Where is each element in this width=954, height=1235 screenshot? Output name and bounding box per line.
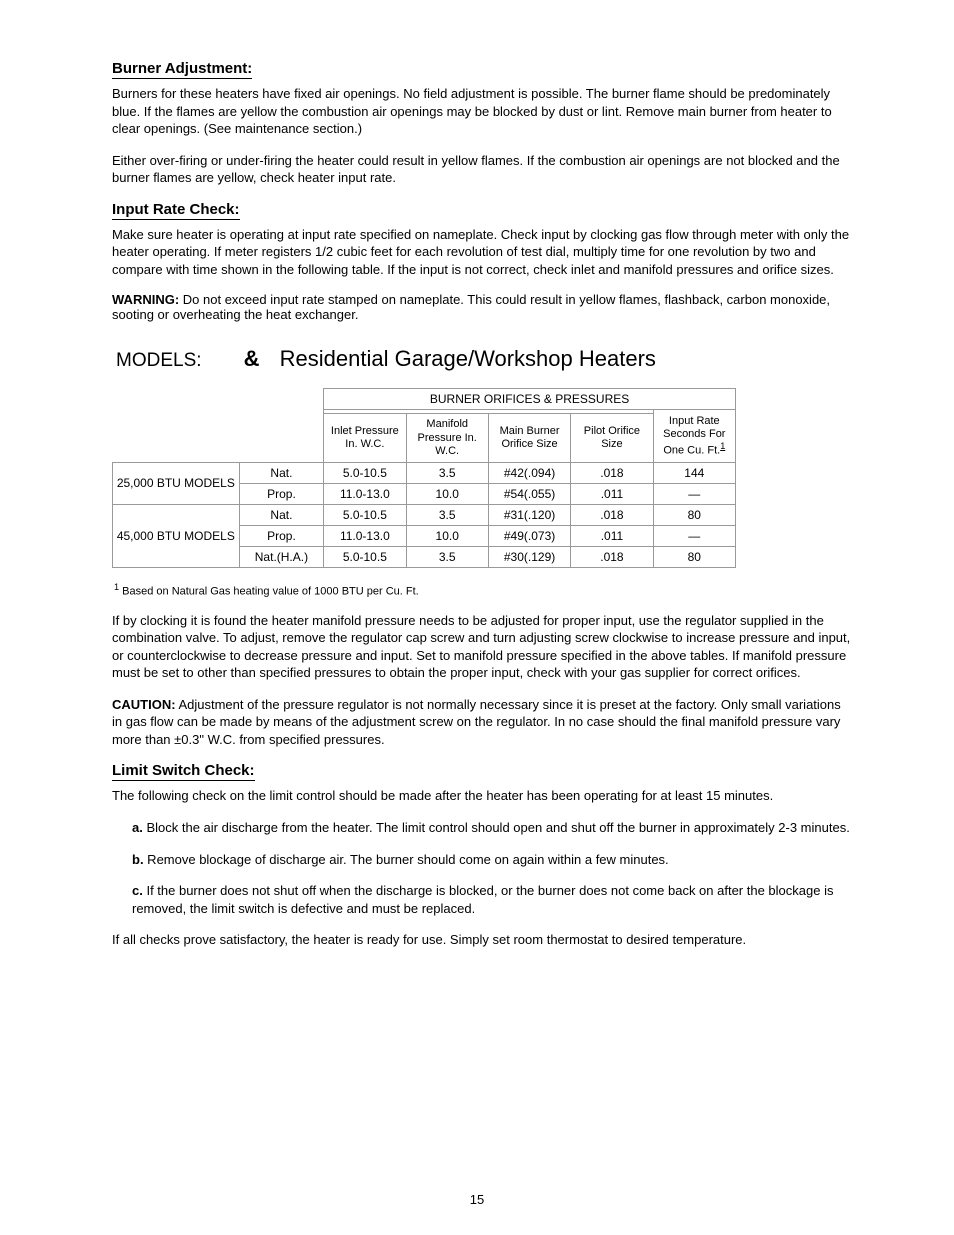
spec-table: BURNER ORIFICES & PRESSURES Input Rate S… [112,388,736,568]
step-a-label: a. [132,820,143,835]
spec-tbody: 25,000 BTU MODELS Nat. 5.0-10.5 3.5 #42(… [113,462,736,567]
step-b-label: b. [132,852,144,867]
th-main: Main Burner Orifice Size [488,414,570,463]
input-warning: WARNING: Do not exceed input rate stampe… [112,292,854,322]
step-c-label: c. [132,883,143,898]
th-rate-text: Input Rate Seconds For One Cu. Ft. [663,415,725,457]
th-inlet: Inlet Pressure In. W.C. [324,414,406,463]
table-footnote: 1 Based on Natural Gas heating value of … [114,582,854,598]
caution-label: CAUTION: [112,697,176,712]
cell: — [653,483,735,504]
footnote-text: Based on Natural Gas heating value of 10… [119,586,419,598]
limit-p1: The following check on the limit control… [112,787,854,805]
cell-model-2: 45,000 BTU MODELS [113,504,240,567]
th-rate-sup: 1 [720,441,725,451]
step-c-text: If the burner does not shut off when the… [132,883,833,916]
caution-text: Adjustment of the pressure regulator is … [112,697,841,747]
cell: 80 [653,504,735,525]
step-a-text: Block the air discharge from the heater.… [143,820,850,835]
models-label: MODELS: [116,350,202,371]
cell: #31(.120) [488,504,570,525]
table-row: 25,000 BTU MODELS Nat. 5.0-10.5 3.5 #42(… [113,462,736,483]
cell: .018 [571,546,653,567]
burner-p1: Burners for these heaters have fixed air… [112,85,854,138]
burner-title: Burner Adjustment: [112,60,252,79]
cell: .018 [571,504,653,525]
cell: Nat. [239,462,323,483]
cell: Nat. [239,504,323,525]
input-warn-label: WARNING: [112,292,179,307]
step-b-text: Remove blockage of discharge air. The bu… [144,852,669,867]
th-pilot: Pilot Orifice Size [571,414,653,463]
cell: #30(.129) [488,546,570,567]
limit-step-b: b. Remove blockage of discharge air. The… [132,851,854,869]
input-p1: Make sure heater is operating at input r… [112,226,854,279]
th-manifold: Manifold Pressure In. W.C. [406,414,488,463]
cell: Prop. [239,525,323,546]
table-superhead: BURNER ORIFICES & PRESSURES [324,389,736,410]
cell: #42(.094) [488,462,570,483]
models-rest: Residential Garage/Workshop Heaters [280,346,656,371]
cell: 10.0 [406,483,488,504]
cell: 3.5 [406,504,488,525]
cell: 11.0-13.0 [324,483,406,504]
table-row: 45,000 BTU MODELS Nat. 5.0-10.5 3.5 #31(… [113,504,736,525]
cell: .011 [571,525,653,546]
cell: 3.5 [406,546,488,567]
cell: 3.5 [406,462,488,483]
cell: Prop. [239,483,323,504]
cell: 5.0-10.5 [324,546,406,567]
limit-p2: If all checks prove satisfactory, the he… [112,931,854,949]
section-limit: Limit Switch Check: The following check … [112,762,854,948]
input-title: Input Rate Check: [112,201,240,220]
cell-model-1: 25,000 BTU MODELS [113,462,240,504]
limit-title: Limit Switch Check: [112,762,255,781]
th-rate: Input Rate Seconds For One Cu. Ft.1 [653,410,735,463]
cell: #54(.055) [488,483,570,504]
cell: 80 [653,546,735,567]
input-warn-text: Do not exceed input rate stamped on name… [112,292,830,322]
models-line: MODELS: & Residential Garage/Workshop He… [116,346,854,372]
cell: 144 [653,462,735,483]
cell: Nat.(H.A.) [239,546,323,567]
post-table-caution: CAUTION: Adjustment of the pressure regu… [112,696,854,749]
cell: .018 [571,462,653,483]
section-burner: Burner Adjustment: Burners for these hea… [112,60,854,187]
cell: 11.0-13.0 [324,525,406,546]
cell: #49(.073) [488,525,570,546]
burner-p2: Either over-firing or under-firing the h… [112,152,854,187]
cell: 5.0-10.5 [324,504,406,525]
models-amp: & [244,346,260,371]
post-table-p1: If by clocking it is found the heater ma… [112,612,854,682]
page-number: 15 [470,1192,484,1207]
limit-step-a: a. Block the air discharge from the heat… [132,819,854,837]
limit-step-c: c. If the burner does not shut off when … [132,882,854,917]
cell: .011 [571,483,653,504]
cell: 5.0-10.5 [324,462,406,483]
section-input: Input Rate Check: Make sure heater is op… [112,201,854,323]
cell: 10.0 [406,525,488,546]
cell: — [653,525,735,546]
